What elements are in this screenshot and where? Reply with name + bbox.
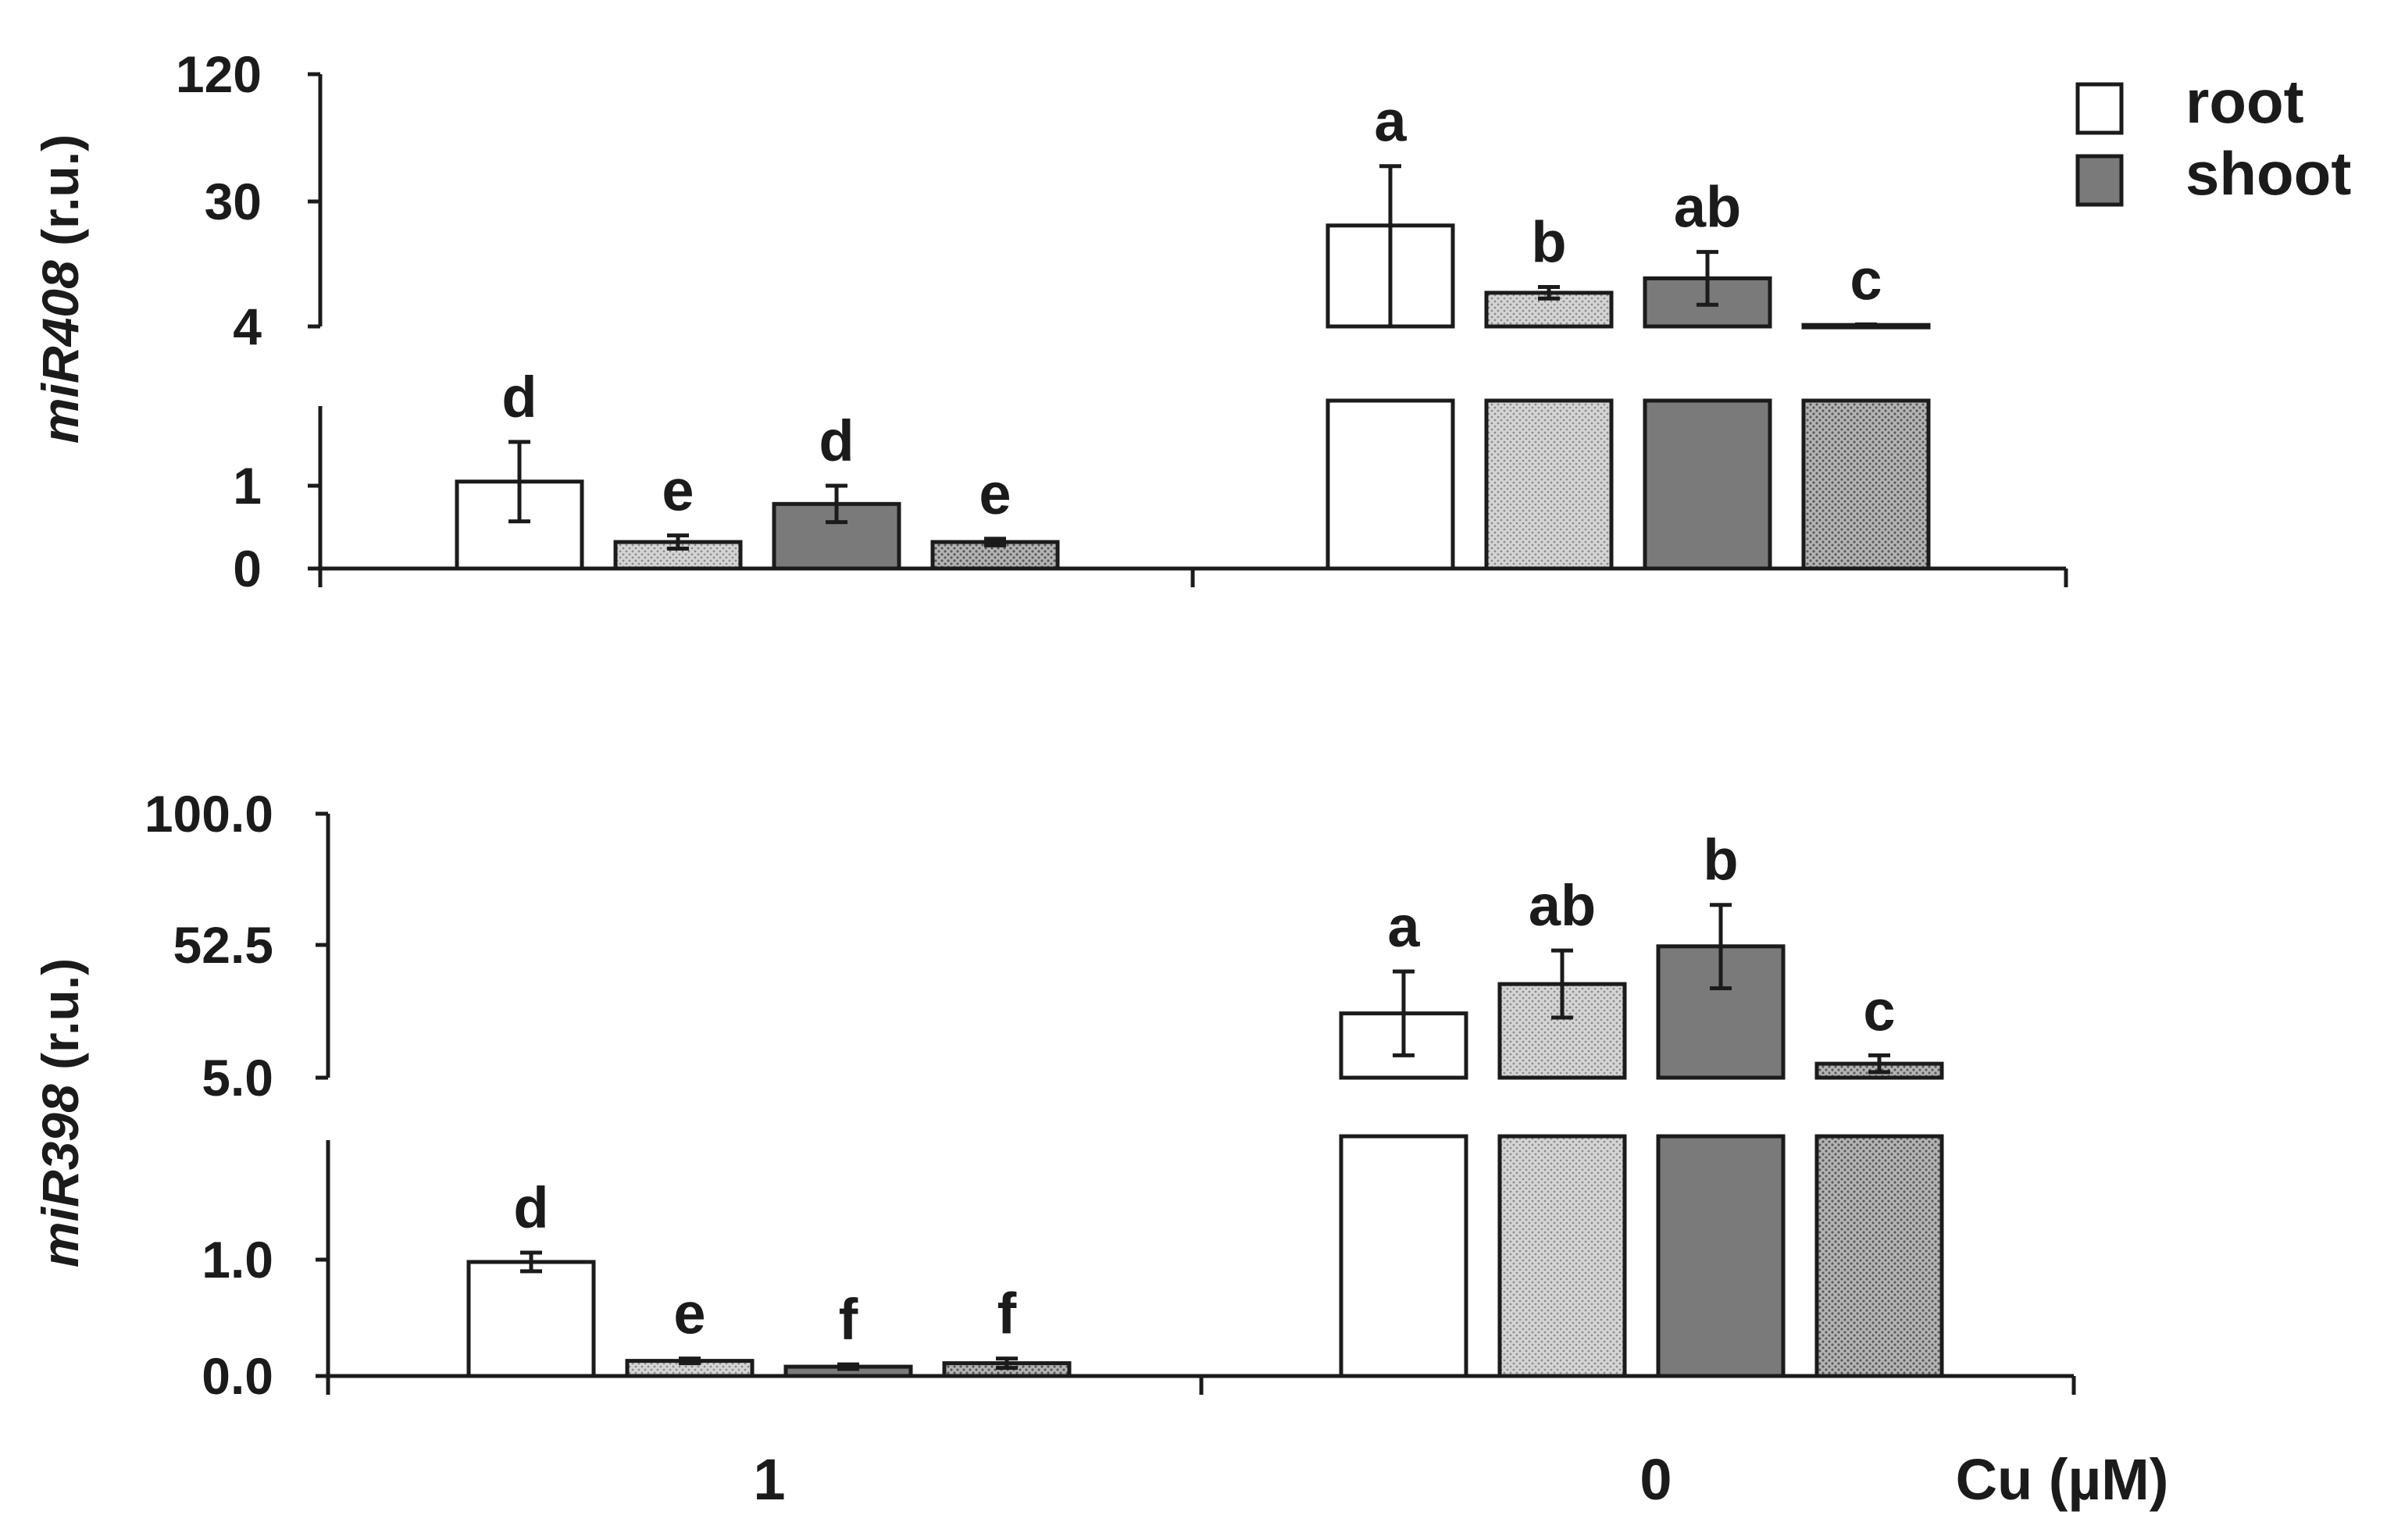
y-tick-label: 120 xyxy=(176,45,262,103)
bar xyxy=(772,501,901,571)
significance-letter: e xyxy=(662,458,694,523)
legend-swatch-root xyxy=(2075,82,2124,135)
significance-letter: e xyxy=(673,1282,705,1346)
significance-letter: d xyxy=(501,365,537,430)
bar-lower-segment xyxy=(1656,1134,1786,1378)
significance-letter: a xyxy=(1374,89,1407,154)
y-tick-label: 30 xyxy=(205,173,262,230)
bar-lower-segment xyxy=(1484,398,1614,571)
legend-swatch-shoot xyxy=(2075,154,2124,207)
chart-panel-mir398: miR398 (r.u.) d e f f a ab b c 5.0 52.5 100.0 0.0 1… xyxy=(31,785,2076,1405)
significance-letter: f xyxy=(997,1282,1017,1346)
tick-labels: 4 30 120 0 1 xyxy=(176,45,262,597)
bar-lower-segment xyxy=(1801,398,1931,571)
y-tick-label: 0.0 xyxy=(202,1347,273,1405)
x-axis-labels: 1 0 Cu (µM) xyxy=(753,1447,2168,1512)
category-label-1: 1 xyxy=(753,1447,785,1512)
significance-letter: a xyxy=(1387,894,1420,959)
ylabel-gene: miR408 xyxy=(31,260,89,444)
ylabel-mir398: miR398 (r.u.) xyxy=(31,958,89,1267)
y-tick-label: 1.0 xyxy=(202,1231,273,1289)
significance-letter: d xyxy=(819,408,854,473)
legend-label-root: root xyxy=(2185,67,2304,136)
axes xyxy=(308,72,2068,587)
significance-letter: b xyxy=(1703,828,1738,893)
bar-lower-segment xyxy=(1326,398,1455,571)
y-tick-label: 100.0 xyxy=(145,785,273,843)
significance-letter: ab xyxy=(1529,873,1596,938)
significance-letter: c xyxy=(1850,247,1882,312)
significance-letter: b xyxy=(1531,210,1566,275)
bars: d e f f a ab b c xyxy=(466,828,1944,1378)
legend-label-shoot: shoot xyxy=(2185,139,2351,208)
significance-letter: f xyxy=(839,1287,858,1352)
y-tick-label: 52.5 xyxy=(173,916,273,974)
significance-letter: c xyxy=(1863,978,1895,1043)
ylabel-unit-text: (r.u.) xyxy=(31,958,89,1070)
y-tick-label: 5.0 xyxy=(202,1049,273,1107)
ylabel-gene: miR398 xyxy=(31,1084,89,1267)
bar-lower-segment xyxy=(1339,1134,1468,1378)
significance-letter: e xyxy=(979,462,1011,526)
bar-lower-segment xyxy=(1497,1134,1627,1378)
significance-letter: d xyxy=(513,1175,548,1240)
bar-lower-segment xyxy=(1643,398,1772,571)
significance-letter: ab xyxy=(1674,175,1741,240)
bar-lower-segment xyxy=(1814,1134,1944,1378)
category-label-0: 0 xyxy=(1640,1447,1672,1512)
y-tick-label: 0 xyxy=(233,540,262,597)
x-unit-label: Cu (µM) xyxy=(1956,1447,2169,1512)
y-tick-label: 1 xyxy=(233,457,262,515)
ylabel-mir408: miR408 (r.u.) xyxy=(31,134,89,444)
y-tick-label: 4 xyxy=(233,298,262,355)
tick-labels: 5.0 52.5 100.0 0.0 1.0 xyxy=(145,785,273,1405)
ylabel-unit-text: (r.u.) xyxy=(31,134,89,246)
legend: root shoot xyxy=(2075,67,2351,208)
bar xyxy=(466,1260,596,1378)
